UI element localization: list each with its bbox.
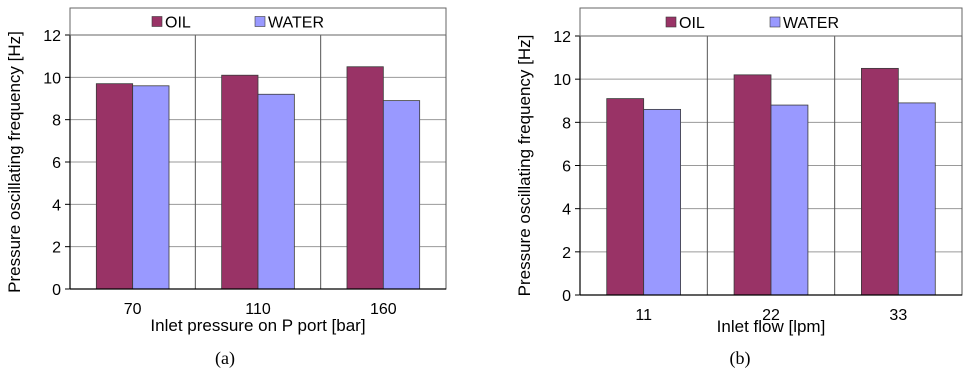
y-tick-label: 4 xyxy=(52,197,61,214)
x-tick-label: 160 xyxy=(370,301,397,318)
legend-label-oil: OIL xyxy=(165,15,191,32)
x-tick-label: 70 xyxy=(124,301,142,318)
bar-oil-22 xyxy=(733,74,772,296)
bar-water-110 xyxy=(257,93,295,290)
legend-swatch-water xyxy=(769,16,781,28)
bar-water-11 xyxy=(643,108,681,296)
legend-label-oil: OIL xyxy=(679,15,705,32)
y-tick-label: 6 xyxy=(562,159,571,176)
bar-water-160 xyxy=(382,100,421,290)
bar-oil-160 xyxy=(346,66,384,290)
bar-oil-33 xyxy=(861,67,899,296)
x-tick-label: 11 xyxy=(635,307,652,324)
y-tick-label: 10 xyxy=(43,70,61,87)
legend-label-water: WATER xyxy=(783,15,839,32)
y-tick-label: 6 xyxy=(52,155,61,172)
y-tick-label: 12 xyxy=(553,29,571,46)
bar-oil-11 xyxy=(606,98,645,296)
y-tick-label: 10 xyxy=(553,72,571,89)
legend: OIL WATER xyxy=(69,7,447,36)
chart-a: 0 2 4 6 8 10 12 70 110 160 OIL WATER Inlet pressure … xyxy=(5,7,447,369)
bar-water-33 xyxy=(897,102,936,296)
legend-swatch-oil xyxy=(151,16,163,27)
x-axis-title: Inlet pressure on P port [bar] xyxy=(150,316,365,335)
chart-b: 0 2 4 6 8 10 12 11 22 33 OIL WATER Inlet flow [lpm] P… xyxy=(515,7,963,369)
bar-water-22 xyxy=(770,104,809,296)
x-axis-title: Inlet flow [lpm] xyxy=(717,317,826,336)
y-tick-label: 2 xyxy=(52,240,61,257)
x-tick-label: 110 xyxy=(245,301,271,318)
y-tick-label: 4 xyxy=(562,202,571,219)
y-tick-label: 0 xyxy=(562,288,571,305)
legend-swatch-water xyxy=(254,16,266,27)
legend-swatch-oil xyxy=(665,16,677,28)
figure-caption: (a) xyxy=(215,348,235,369)
x-tick-label: 22 xyxy=(762,307,780,324)
y-axis-title: Pressure oscillating frequency [Hz] xyxy=(5,31,24,293)
legend-label-water: WATER xyxy=(268,15,324,32)
bar-water-70 xyxy=(132,85,170,290)
figure-caption: (b) xyxy=(730,348,751,369)
y-tick-label: 0 xyxy=(52,282,61,299)
legend: OIL WATER xyxy=(579,7,963,37)
y-axis-title: Pressure oscillating frequency [Hz] xyxy=(515,35,534,297)
bar-oil-70 xyxy=(95,83,134,290)
y-tick-label: 8 xyxy=(562,115,571,132)
y-tick-label: 2 xyxy=(562,245,571,262)
y-tick-label: 12 xyxy=(43,28,61,45)
x-tick-label: 33 xyxy=(889,307,907,324)
bar-oil-110 xyxy=(221,74,259,290)
y-tick-label: 8 xyxy=(52,113,61,130)
